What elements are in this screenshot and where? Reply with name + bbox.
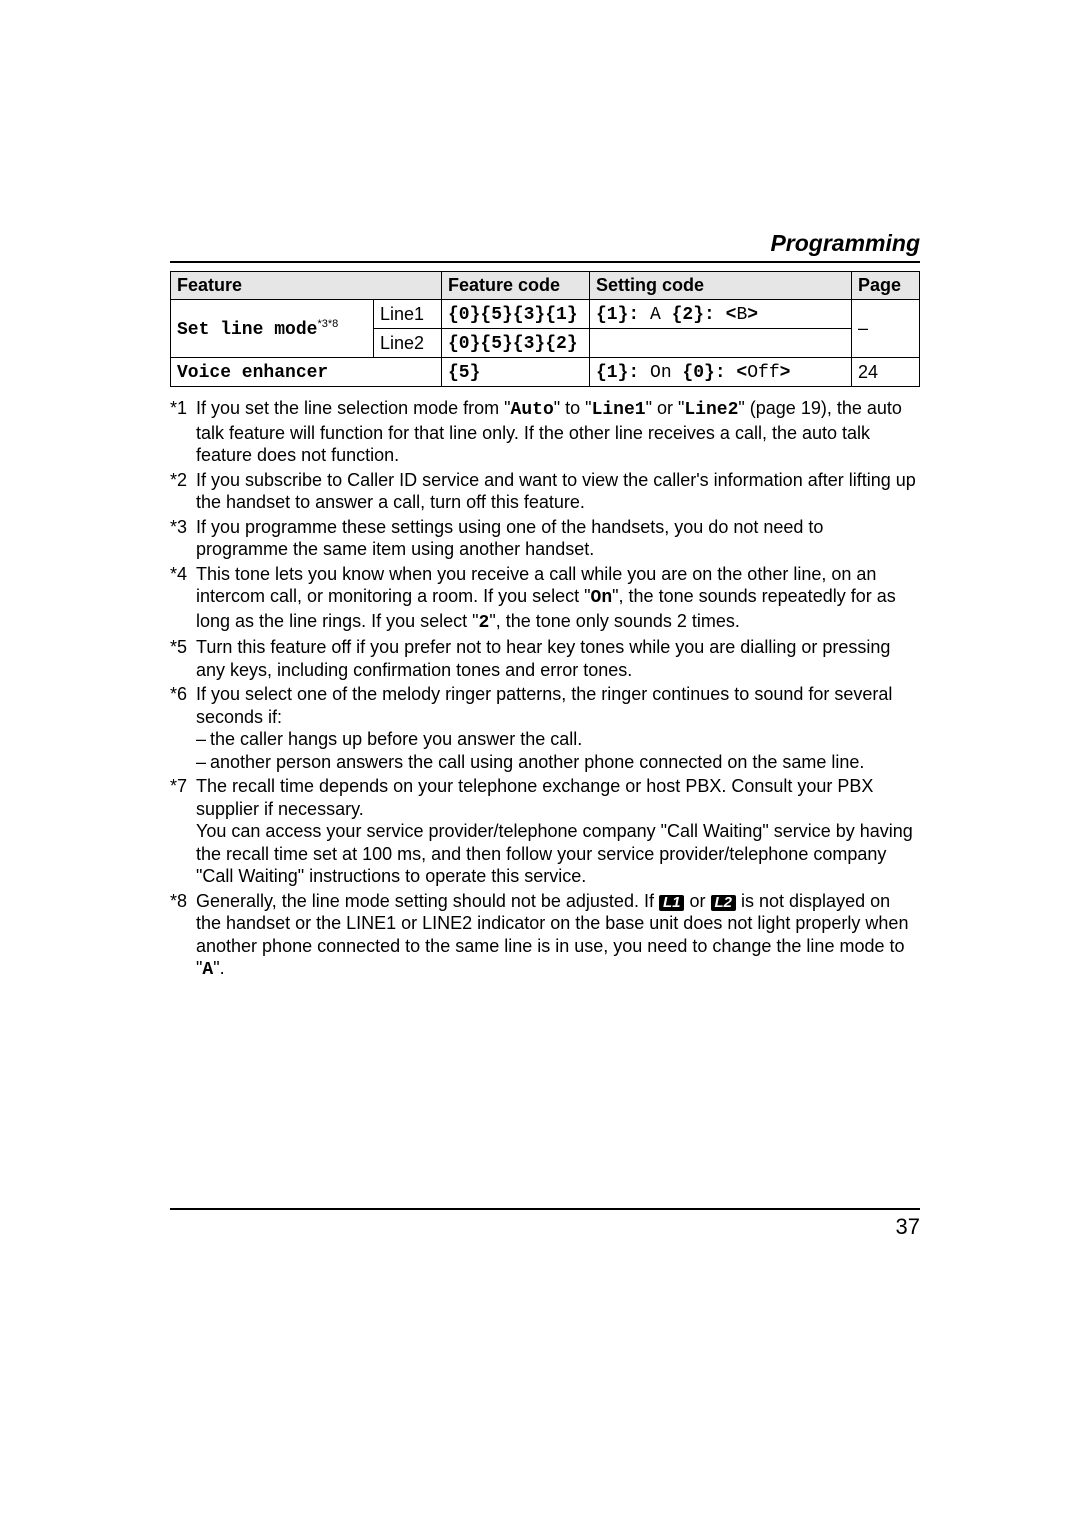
footnote: *1 If you set the line selection mode fr… xyxy=(170,397,920,467)
footnote-body: If you subscribe to Caller ID service an… xyxy=(196,469,920,514)
dash: – xyxy=(196,728,210,751)
cell-page: – xyxy=(852,300,920,358)
line-badge: L1 xyxy=(659,895,685,912)
text: " to " xyxy=(554,398,592,418)
cell-setting-code: {1}: A {2}: <B> xyxy=(590,300,852,329)
mono-text: A xyxy=(202,960,213,980)
footnote-body: Generally, the line mode setting should … xyxy=(196,890,920,982)
footnote-body: If you set the line selection mode from … xyxy=(196,397,920,467)
cell-feature-code: {5} xyxy=(442,358,590,387)
footnote: *8 Generally, the line mode setting shou… xyxy=(170,890,920,982)
setting-close: > xyxy=(780,363,791,383)
footnote: *3 If you programme these settings using… xyxy=(170,516,920,561)
code-text: {0}{5}{3}{1} xyxy=(448,305,578,325)
footnote: *6 If you select one of the melody ringe… xyxy=(170,683,920,728)
col-page: Page xyxy=(852,272,920,300)
setting-val: B xyxy=(736,305,747,325)
mono-text: Line2 xyxy=(684,400,738,420)
table-row: Set line mode*3*8 Line1 {0}{5}{3}{1} {1}… xyxy=(171,300,920,329)
footnote-body: If you select one of the melody ringer p… xyxy=(196,683,920,728)
footnote: *5 Turn this feature off if you prefer n… xyxy=(170,636,920,681)
text: the caller hangs up before you answer th… xyxy=(210,728,582,751)
cell-feature: Set line mode*3*8 xyxy=(171,300,374,358)
footnote-body: This tone lets you know when you receive… xyxy=(196,563,920,635)
footnote-label: *7 xyxy=(170,775,196,888)
mono-text: Line1 xyxy=(592,400,646,420)
cell-feature-code: {0}{5}{3}{1} xyxy=(442,300,590,329)
text: another person answers the call using an… xyxy=(210,751,864,774)
setting-key: {1}: xyxy=(596,363,650,383)
footnote-label: *1 xyxy=(170,397,196,467)
footnote: *2 If you subscribe to Caller ID service… xyxy=(170,469,920,514)
footnote: *7 The recall time depends on your telep… xyxy=(170,775,920,888)
footnote-body: If you programme these settings using on… xyxy=(196,516,920,561)
table-header-row: Feature Feature code Setting code Page xyxy=(171,272,920,300)
text: Generally, the line mode setting should … xyxy=(196,891,659,911)
setting-key: {2}: < xyxy=(661,305,737,325)
text: " or " xyxy=(646,398,685,418)
cell-feature: Voice enhancer xyxy=(171,358,442,387)
feature-name: Set line mode xyxy=(177,320,317,340)
footnote-label: *3 xyxy=(170,516,196,561)
cell-line-label: Line1 xyxy=(374,300,442,329)
dash: – xyxy=(196,751,210,774)
footnote-body: The recall time depends on your telephon… xyxy=(196,775,920,888)
setting-key: {1}: xyxy=(596,305,650,325)
footnote-label: *8 xyxy=(170,890,196,982)
mono-text: Auto xyxy=(511,400,554,420)
col-setting-code: Setting code xyxy=(590,272,852,300)
footer-rule xyxy=(170,1208,920,1210)
footnotes: *1 If you set the line selection mode fr… xyxy=(170,397,920,982)
footnote-label: *6 xyxy=(170,683,196,728)
code-text: {0}{5}{3}{2} xyxy=(448,334,578,354)
footnote-subitem: – another person answers the call using … xyxy=(196,751,920,774)
footnote-subitem: – the caller hangs up before you answer … xyxy=(196,728,920,751)
footnote-label: *2 xyxy=(170,469,196,514)
cell-line-label: Line2 xyxy=(374,329,442,358)
text: You can access your service provider/tel… xyxy=(196,820,920,888)
text: or xyxy=(684,891,710,911)
page-number: 37 xyxy=(170,1214,920,1240)
feature-sup: *3*8 xyxy=(317,318,338,330)
cell-setting-code: {1}: On {0}: <Off> xyxy=(590,358,852,387)
page-footer: 37 xyxy=(170,1200,920,1240)
feature-table: Feature Feature code Setting code Page S… xyxy=(170,271,920,387)
code-text: {5} xyxy=(448,363,480,383)
footnote-label: *5 xyxy=(170,636,196,681)
mono-text: On xyxy=(591,588,613,608)
section-title: Programming xyxy=(170,230,920,257)
text: The recall time depends on your telephon… xyxy=(196,775,920,820)
header-rule xyxy=(170,261,920,263)
footnote-label: *4 xyxy=(170,563,196,635)
line-badge: L2 xyxy=(711,895,737,912)
text: If you set the line selection mode from … xyxy=(196,398,511,418)
table-row: Voice enhancer {5} {1}: On {0}: <Off> 24 xyxy=(171,358,920,387)
feature-name: Voice enhancer xyxy=(177,363,328,383)
cell-setting-code xyxy=(590,329,852,358)
footnote: *4 This tone lets you know when you rece… xyxy=(170,563,920,635)
setting-key: {0}: < xyxy=(672,363,748,383)
mono-text: 2 xyxy=(479,613,490,633)
setting-val: Off xyxy=(747,363,779,383)
setting-val: On xyxy=(650,363,672,383)
setting-close: > xyxy=(747,305,758,325)
setting-val: A xyxy=(650,305,661,325)
text: ", the tone only sounds 2 times. xyxy=(489,611,740,631)
cell-page: 24 xyxy=(852,358,920,387)
footnote-body: Turn this feature off if you prefer not … xyxy=(196,636,920,681)
text: ". xyxy=(213,958,224,978)
col-feature: Feature xyxy=(171,272,442,300)
col-feature-code: Feature code xyxy=(442,272,590,300)
cell-feature-code: {0}{5}{3}{2} xyxy=(442,329,590,358)
